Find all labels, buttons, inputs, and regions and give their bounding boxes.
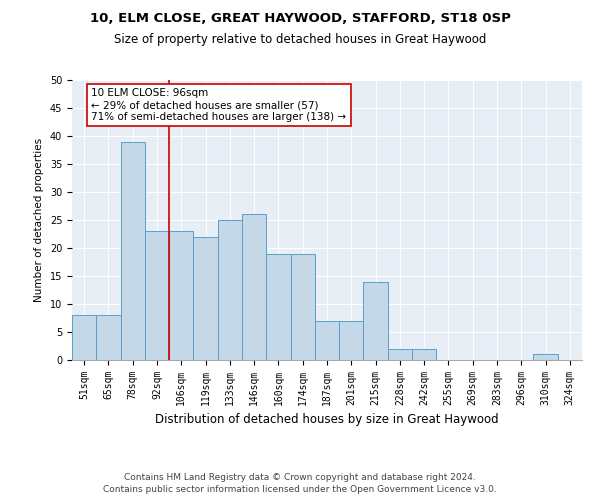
Bar [96, 315, 121, 360]
Bar [315, 321, 339, 360]
Bar [169, 231, 193, 360]
Text: Contains public sector information licensed under the Open Government Licence v3: Contains public sector information licen… [103, 485, 497, 494]
Bar [364, 282, 388, 360]
Text: Contains HM Land Registry data © Crown copyright and database right 2024.: Contains HM Land Registry data © Crown c… [124, 474, 476, 482]
Bar [242, 214, 266, 360]
Y-axis label: Number of detached properties: Number of detached properties [34, 138, 44, 302]
Bar [388, 349, 412, 360]
Text: 10 ELM CLOSE: 96sqm
← 29% of detached houses are smaller (57)
71% of semi-detach: 10 ELM CLOSE: 96sqm ← 29% of detached ho… [91, 88, 347, 122]
Bar [412, 349, 436, 360]
Bar [193, 237, 218, 360]
Bar [533, 354, 558, 360]
Bar [339, 321, 364, 360]
Bar [218, 220, 242, 360]
Text: Size of property relative to detached houses in Great Haywood: Size of property relative to detached ho… [114, 32, 486, 46]
Bar [266, 254, 290, 360]
Bar [121, 142, 145, 360]
Bar [72, 315, 96, 360]
Text: 10, ELM CLOSE, GREAT HAYWOOD, STAFFORD, ST18 0SP: 10, ELM CLOSE, GREAT HAYWOOD, STAFFORD, … [89, 12, 511, 26]
X-axis label: Distribution of detached houses by size in Great Haywood: Distribution of detached houses by size … [155, 414, 499, 426]
Bar [145, 231, 169, 360]
Bar [290, 254, 315, 360]
